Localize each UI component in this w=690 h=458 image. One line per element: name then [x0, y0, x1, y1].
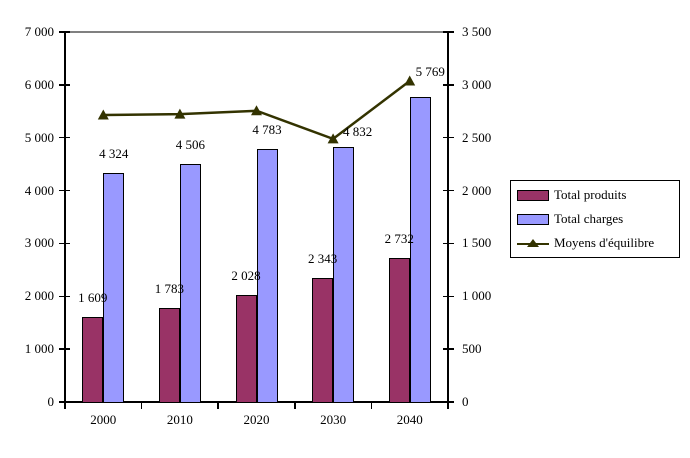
- right-axis-tick-label: 2 000: [462, 182, 492, 198]
- line-triangle-marker: [327, 133, 339, 144]
- legend-item-moyens-equilibre: Moyens d'équilibre: [517, 231, 679, 255]
- bar-total-charges: [179, 163, 201, 403]
- data-label-total-charges: 4 324: [99, 146, 129, 162]
- right-axis-tick: [443, 348, 454, 350]
- right-axis-tick-label: 3 500: [462, 24, 492, 39]
- category-axis-tick: [447, 403, 449, 409]
- right-axis-tick: [443, 401, 454, 403]
- line-triangle-marker: [174, 108, 186, 119]
- left-axis-tick-label: 7 000: [24, 24, 54, 39]
- bar-total-produits: [312, 278, 334, 403]
- left-axis-tick: [59, 136, 70, 139]
- legend-label-moyens-equilibre: Moyens d'équilibre: [554, 235, 655, 250]
- legend-swatch-charges: [517, 213, 549, 225]
- left-axis-tick: [59, 31, 70, 33]
- legend-label-total-charges: Total charges: [554, 211, 624, 226]
- left-axis-tick-label: 0: [47, 394, 55, 409]
- data-label-total-produits: 2 343: [307, 251, 338, 267]
- data-label-total-produits: 1 609: [78, 289, 108, 305]
- left-axis-tick-label: 1 000: [24, 341, 54, 357]
- right-value-axis: [447, 32, 449, 404]
- right-axis-tick-label: 3 000: [462, 76, 492, 92]
- data-label-total-charges: 4 783: [252, 122, 282, 138]
- data-label-total-produits: 2 028: [231, 267, 261, 283]
- data-label-total-charges: 4 832: [342, 123, 373, 139]
- legend-label-total-produits: Total produits: [554, 187, 627, 202]
- bar-total-produits: [158, 307, 180, 403]
- plot-top-border-line: [64, 31, 449, 33]
- left-axis-tick: [59, 348, 70, 350]
- line-triangle-marker: [251, 105, 262, 116]
- data-label-total-charges: 5 769: [415, 64, 445, 80]
- bar-total-produits: [388, 257, 410, 403]
- legend-triangle-marker-icon: [527, 238, 539, 247]
- right-axis-tick: [443, 31, 454, 33]
- right-axis-tick-label: 1 000: [462, 288, 492, 304]
- left-axis-tick: [59, 242, 70, 245]
- category-axis-tick: [140, 403, 143, 409]
- right-axis-tick: [443, 136, 454, 139]
- left-axis-tick-label: 3 000: [24, 235, 54, 251]
- left-axis-tick: [59, 401, 70, 403]
- bar-total-charges: [103, 173, 125, 403]
- left-value-axis: [64, 32, 66, 404]
- category-label: 2020: [243, 412, 270, 427]
- line-triangle-marker: [404, 75, 416, 86]
- left-axis-tick-label: 5 000: [24, 129, 54, 145]
- bar-total-produits: [82, 316, 104, 403]
- category-label: 2030: [320, 412, 347, 427]
- right-axis-tick: [443, 242, 454, 245]
- bar-total-charges: [333, 146, 355, 403]
- left-axis-tick: [59, 84, 70, 86]
- category-axis-tick: [217, 403, 219, 409]
- bar-total-charges: [256, 149, 278, 403]
- right-axis-tick-label: 500: [462, 341, 482, 357]
- left-axis-tick: [59, 189, 70, 192]
- data-label-total-produits: 2 732: [384, 230, 414, 246]
- right-axis-tick: [443, 189, 454, 192]
- legend-line-marker: [517, 238, 549, 249]
- data-label-total-charges: 4 506: [175, 136, 206, 152]
- bar-total-produits: [235, 294, 257, 403]
- category-label: 2010: [166, 412, 193, 427]
- legend-item-total-produits: Total produits: [517, 183, 679, 207]
- left-axis-tick-label: 6 000: [24, 76, 54, 92]
- right-axis-tick-label: 0: [462, 394, 469, 409]
- category-axis-tick: [370, 403, 373, 409]
- right-axis-tick: [443, 295, 454, 298]
- category-label: 2040: [396, 412, 423, 427]
- bar-total-charges: [409, 97, 431, 403]
- category-label: 2000: [90, 412, 117, 427]
- category-axis-tick: [64, 403, 66, 409]
- legend-item-total-charges: Total charges: [517, 207, 679, 231]
- data-label-total-produits: 1 783: [154, 280, 185, 296]
- legend: Total produits Total charges Moyens d'éq…: [510, 180, 680, 258]
- left-axis-tick-label: 2 000: [24, 288, 54, 304]
- left-axis-tick-label: 4 000: [24, 182, 54, 198]
- right-axis-tick: [443, 84, 454, 86]
- legend-swatch-produits: [517, 189, 549, 201]
- right-axis-tick-label: 2 500: [462, 129, 492, 145]
- category-axis-tick: [294, 403, 296, 409]
- left-axis-tick: [59, 295, 70, 298]
- line-triangle-marker: [97, 109, 109, 120]
- right-axis-tick-label: 1 500: [462, 235, 492, 251]
